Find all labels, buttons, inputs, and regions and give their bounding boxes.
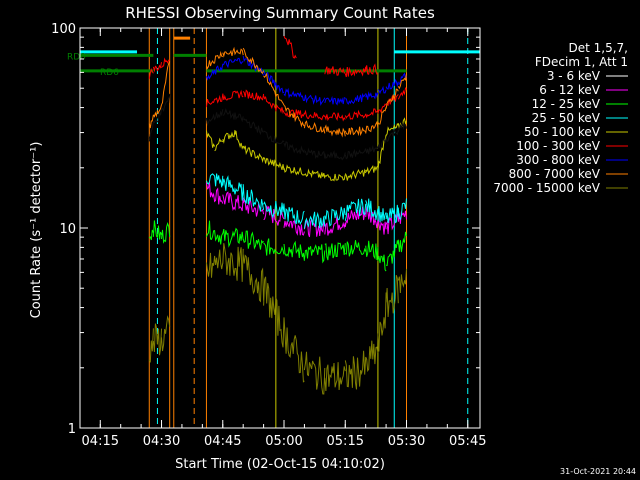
series-line-7: [148, 46, 407, 138]
legend-label-7: 800 - 7000 keV: [509, 167, 601, 181]
x-axis-label: Start Time (02-Oct-15 04:10:02): [175, 457, 385, 472]
x-tick-label-3: 05:00: [265, 434, 302, 449]
legend-header-line-2: FDecim 1, Att 1: [535, 55, 628, 69]
series-line-2: [148, 220, 407, 272]
x-tick-label-5: 05:30: [388, 434, 425, 449]
legend-label-6: 300 - 800 keV: [516, 153, 600, 167]
legend-label-0: 3 - 6 keV: [547, 69, 601, 83]
x-tick-label-0: 04:15: [82, 434, 119, 449]
axes: 04:15 04:30 04:45 05:00 05:15 05:30 05:45 1 10 10…: [51, 22, 486, 449]
x-tick-label-2: 04:45: [204, 434, 241, 449]
chart-title: RHESSI Observing Summary Count Rates: [125, 4, 435, 22]
x-tick-label-4: 05:15: [327, 434, 364, 449]
y-tick-label-1: 10: [59, 222, 76, 237]
series-line-3: [205, 173, 407, 229]
series-line-8: [148, 243, 407, 395]
x-tick-label-1: 04:30: [143, 434, 180, 449]
marker-label-rd6: RD6: [100, 68, 119, 78]
legend-label-2: 12 - 25 keV: [532, 97, 601, 111]
series-line-4: [205, 117, 407, 182]
series-line-0-visible: [148, 96, 407, 161]
timestamp: 31-Oct-2021 20:44: [560, 467, 636, 476]
legend-label-5: 100 - 300 keV: [516, 139, 600, 153]
plot-area: RD0 RD6: [67, 28, 480, 428]
legend-label-1: 6 - 12 keV: [539, 83, 601, 97]
legend-label-8: 7000 - 15000 keV: [493, 181, 600, 195]
y-axis-label: Count Rate (s⁻¹ detector⁻¹): [29, 142, 44, 319]
legend-header-line-1: Det 1,5,7,: [569, 41, 629, 55]
y-tick-label-2: 100: [51, 22, 76, 37]
legend-label-3: 25 - 50 keV: [532, 111, 601, 125]
series-line-5-upper: [283, 35, 378, 78]
series-line-5: [148, 57, 407, 122]
y-tick-label-0: 1: [68, 422, 76, 437]
legend-label-4: 50 - 100 keV: [524, 125, 601, 139]
x-tick-label-6: 05:45: [449, 434, 486, 449]
marker-label-rd0: RD0: [67, 52, 86, 62]
